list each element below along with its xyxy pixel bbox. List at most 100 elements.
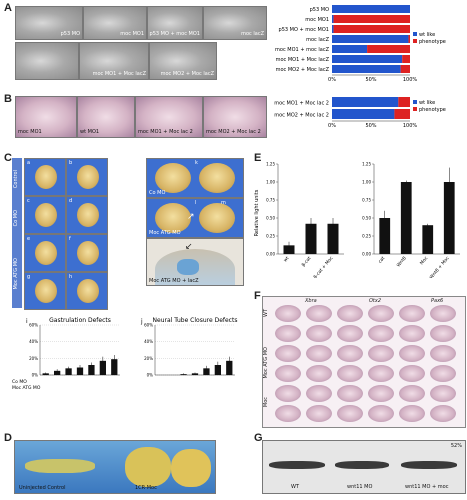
cell-letter: m [221, 200, 226, 206]
cell-label: Moc ATG MO + lacZ [149, 278, 199, 284]
row-label-moc-atg: Moc ATG MO [13, 258, 19, 290]
tick-label: 50% [365, 123, 376, 129]
panel-label-b: B [4, 93, 12, 105]
embryo-image [337, 345, 363, 362]
tick-label: 1.25 [362, 162, 371, 167]
y-axis-label: Relative light units [254, 189, 260, 236]
bar-segment [400, 65, 410, 73]
bar-segment [333, 25, 410, 33]
cell-label: Co MO [149, 190, 166, 196]
cell-letter: d [69, 198, 73, 204]
embryo-image [430, 365, 456, 382]
photo-b1: moc MO1 [15, 96, 77, 138]
cell-letter: c [27, 198, 30, 204]
tick-label: 0.75 [266, 198, 275, 203]
bar-segment [332, 55, 403, 63]
embryo-image [275, 305, 301, 322]
tick-label: 1.00 [266, 180, 275, 185]
bar [76, 367, 84, 375]
tick-label: 60% [144, 323, 153, 328]
embryo-image [306, 405, 332, 422]
row-label: Moc ATG MO [12, 385, 41, 391]
label-percent: 52% [450, 443, 462, 449]
bar-label: moc MO1 [305, 17, 329, 23]
bar [42, 373, 49, 375]
tick-label: 1.25 [266, 162, 275, 167]
col-label: Pax6 [431, 298, 444, 304]
bar-segment [402, 55, 410, 63]
embryo-image [306, 305, 332, 322]
row-label-strip [12, 158, 22, 308]
embryo-image [306, 325, 332, 342]
cell-b: b [66, 158, 108, 196]
arrow-icon: ↙ [185, 241, 193, 251]
bar [111, 359, 118, 375]
col-label: Otx2 [369, 298, 382, 304]
panel-a-photos: p53 MO moc MO1 p53 MO + moc MO1 moc lacZ… [15, 6, 270, 82]
embryo-image [306, 345, 332, 362]
row-label-control: Control [13, 170, 19, 189]
panel-g-photo: WT wnt11 MO wnt11 MO + moc 52% [262, 440, 466, 494]
panel-e-bar-charts: Relative light units 0.00 0.25 0.50 0.75 1.00… [254, 162, 460, 278]
legend-swatch [413, 39, 417, 43]
panel-b-photos: moc MO1 wt MO1 moc MO1 + Moc lac 2 moc M… [15, 96, 270, 140]
cell-letter: l [195, 200, 197, 206]
cell-c: c [24, 196, 66, 234]
embryo-image [399, 345, 425, 362]
panel-label-a: A [4, 2, 12, 14]
photo-label: moc MO1 [120, 31, 144, 37]
bar [443, 182, 455, 254]
bar-segment [367, 45, 410, 53]
photo-a4: moc lacZ [203, 6, 267, 40]
embryo-image [430, 385, 456, 402]
chart-letter: i [26, 318, 28, 325]
bar [54, 370, 61, 375]
photo-label: moc MO2 + Moc lac 2 [206, 129, 261, 135]
bar-segment [332, 65, 401, 73]
category-label: Moc [419, 255, 430, 266]
embryo-image [337, 305, 363, 322]
bar [400, 182, 412, 254]
tick-label: 0.50 [266, 216, 275, 221]
bar [226, 360, 233, 375]
bar-label: moc MO2 + Moc lac 2 [274, 112, 329, 118]
bar-segment [394, 109, 410, 119]
arrow-icon: ↗ [187, 211, 195, 221]
panel-label-e: E [254, 152, 262, 164]
cell-h: h [66, 272, 108, 310]
bar [99, 360, 106, 375]
panel-c-bar-charts: Gastrulation Defects i 0% 20% 40% 60% Neural … [12, 317, 237, 391]
photo-a3: p53 MO + moc MO1 [147, 6, 203, 40]
embryo-image [275, 365, 301, 382]
label-1cr-moc: 1CR-Moc [135, 485, 157, 491]
tick-label: 60% [29, 323, 38, 328]
embryo-image [368, 345, 394, 362]
bar-segment [408, 35, 410, 43]
tick-label: 0% [147, 373, 154, 378]
embryo-image [399, 405, 425, 422]
legend-label: wt like [419, 32, 435, 38]
col-label: Xbra [305, 298, 317, 304]
panel-f-grid: WT Moc ATG MO Moc Xbra Otx2 Pax6 [262, 296, 466, 428]
photo-label: p53 MO [60, 31, 80, 37]
embryo-image [430, 305, 456, 322]
tick-label: 0.25 [362, 234, 371, 239]
tick-label: 0.00 [362, 252, 371, 257]
cell-letter: e [27, 236, 31, 242]
bar [203, 368, 210, 375]
legend-swatch [413, 107, 417, 111]
panel-c-right: k Co MO l m Moc ATG MO ↗ ↙ Moc ATG MO + … [146, 158, 244, 318]
row-label: Co MO [12, 379, 27, 385]
category-label: cat [377, 255, 386, 264]
photo-b2: wt MO1 [77, 96, 135, 138]
row-label: Moc ATG MO [263, 347, 269, 379]
embryo-image [275, 325, 301, 342]
cell-label: Moc ATG MO [149, 230, 181, 236]
cell-letter: f [69, 236, 71, 242]
bar-segment [332, 35, 409, 43]
embryo-image [399, 305, 425, 322]
category-label: Wnt8 [396, 255, 408, 268]
bar [283, 245, 295, 254]
bar-segment [333, 15, 410, 23]
tick-label: 0% [328, 123, 336, 129]
